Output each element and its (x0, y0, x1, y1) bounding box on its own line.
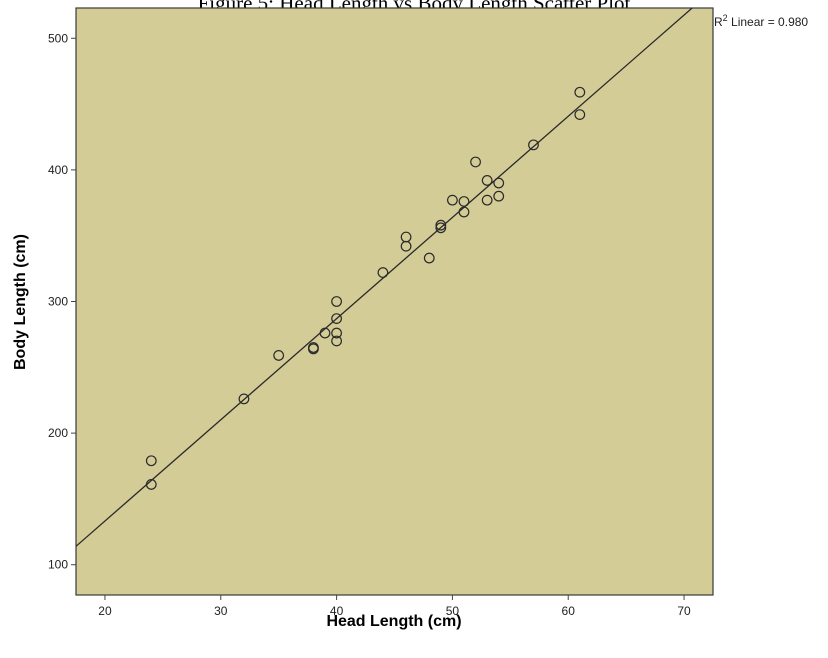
data-point (447, 194, 458, 206)
data-point (308, 342, 319, 353)
data-point (273, 350, 285, 361)
data-point (331, 296, 342, 307)
data-point (481, 175, 493, 186)
data-point (458, 196, 470, 207)
y-tick-label: 200 (48, 426, 68, 440)
x-axis: 20 30 40 50 60 70 (98, 595, 691, 618)
y-tick-label: 100 (48, 558, 68, 572)
data-point (435, 219, 447, 231)
data-point (400, 240, 412, 252)
x-tick-label: 60 (562, 604, 576, 618)
y-tick-label: 300 (48, 295, 68, 309)
fit-line-label: R2 Linear = 0.980 (714, 13, 808, 29)
data-point (470, 156, 481, 168)
data-point (574, 109, 586, 121)
x-axis-title: Head Length (cm) (326, 613, 461, 630)
data-point (458, 206, 470, 218)
data-point (331, 335, 342, 347)
data-point (145, 479, 157, 490)
y-tick-label: 500 (48, 31, 68, 45)
data-point (435, 222, 447, 234)
y-tick-label: 400 (48, 163, 68, 177)
data-point (331, 327, 342, 339)
data-point (145, 455, 157, 467)
x-tick-label: 50 (446, 604, 460, 618)
fit-label-superscript: 2 (723, 13, 728, 23)
data-point (377, 267, 389, 278)
x-tick-label: 70 (677, 604, 691, 618)
x-tick-label: 30 (214, 604, 228, 618)
fit-label-text: Linear = 0.980 (728, 15, 809, 29)
data-point (493, 190, 505, 202)
y-axis-title: Body Length (cm) (12, 234, 29, 370)
data-point (528, 139, 539, 151)
data-point (331, 313, 342, 325)
x-tick-label: 20 (98, 604, 112, 618)
data-point (493, 177, 505, 189)
data-point (319, 327, 331, 339)
points-layer (145, 86, 586, 490)
data-point (481, 194, 493, 206)
y-axis: 100 200 300 400 500 (48, 31, 76, 572)
x-tick-label: 40 (330, 604, 344, 618)
fit-label-prefix: R (714, 15, 723, 29)
data-point (238, 393, 250, 405)
data-point (574, 86, 586, 98)
plot-area (75, 7, 714, 596)
data-point (423, 252, 435, 264)
